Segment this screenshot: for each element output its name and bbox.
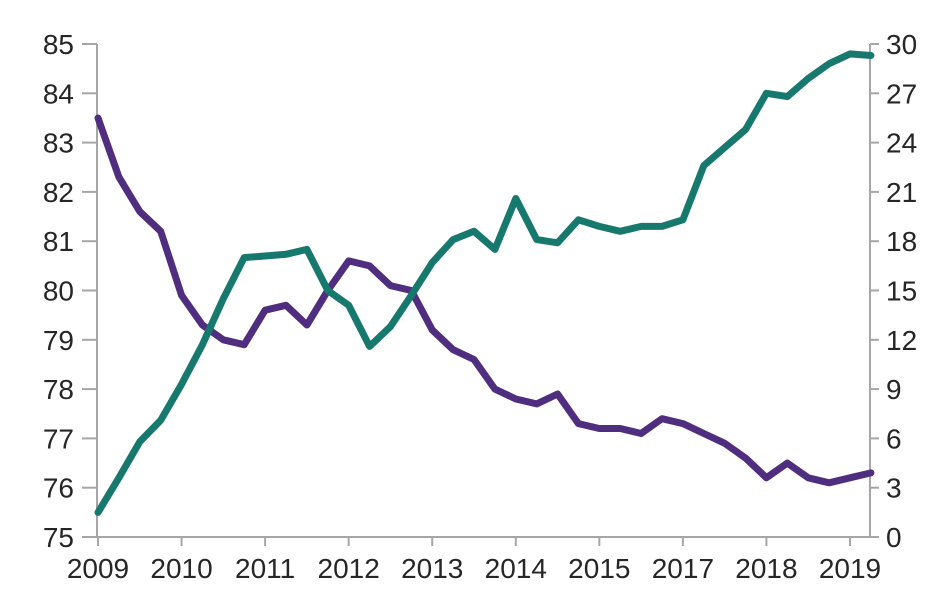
y-axis-right-tick-label: 21 — [886, 177, 917, 208]
y-axis-left-tick-label: 85 — [43, 29, 74, 60]
y-axis-left-tick-label: 76 — [43, 473, 74, 504]
y-axis-left-tick-label: 83 — [43, 128, 74, 159]
x-axis-tick-label: 2019 — [819, 553, 881, 584]
y-axis-right-tick-label: 9 — [886, 374, 902, 405]
y-axis-right-tick-label: 30 — [886, 29, 917, 60]
y-axis-right-tick-label: 12 — [886, 325, 917, 356]
x-axis-tick-label: 2009 — [67, 553, 129, 584]
y-axis-left-tick-label: 78 — [43, 374, 74, 405]
y-axis-right-tick-label: 24 — [886, 128, 917, 159]
y-axis-right-tick-label: 3 — [886, 473, 902, 504]
y-axis-right-tick-label: 18 — [886, 226, 917, 257]
y-axis-left-tick-label: 75 — [43, 522, 74, 553]
y-axis-left-tick-label: 80 — [43, 276, 74, 307]
x-axis-tick-label: 2010 — [150, 553, 212, 584]
y-axis-left-tick-label: 84 — [43, 78, 74, 109]
y-axis-right-tick-label: 27 — [886, 78, 917, 109]
y-axis-left-tick-label: 82 — [43, 177, 74, 208]
x-axis-tick-label: 2011 — [235, 553, 295, 584]
x-axis-tick-label: 2014 — [485, 553, 547, 584]
x-axis-tick-label: 2017 — [652, 553, 714, 584]
y-axis-right-tick-label: 0 — [886, 522, 902, 553]
y-axis-right-tick-label: 15 — [886, 276, 917, 307]
purple-declining-series-line — [94, 114, 875, 487]
y-axis-left-tick-label: 79 — [43, 325, 74, 356]
x-axis-tick-label: 2012 — [318, 553, 380, 584]
x-axis-tick-label: 2018 — [735, 553, 797, 584]
teal-rising-series-line — [94, 50, 875, 516]
x-axis-tick-label: 2013 — [401, 553, 463, 584]
x-axis-tick-label: 2015 — [568, 553, 630, 584]
y-axis-right-tick-label: 6 — [886, 423, 902, 454]
y-axis-left-tick-label: 81 — [43, 226, 74, 257]
y-axis-left-tick-label: 77 — [43, 423, 74, 454]
